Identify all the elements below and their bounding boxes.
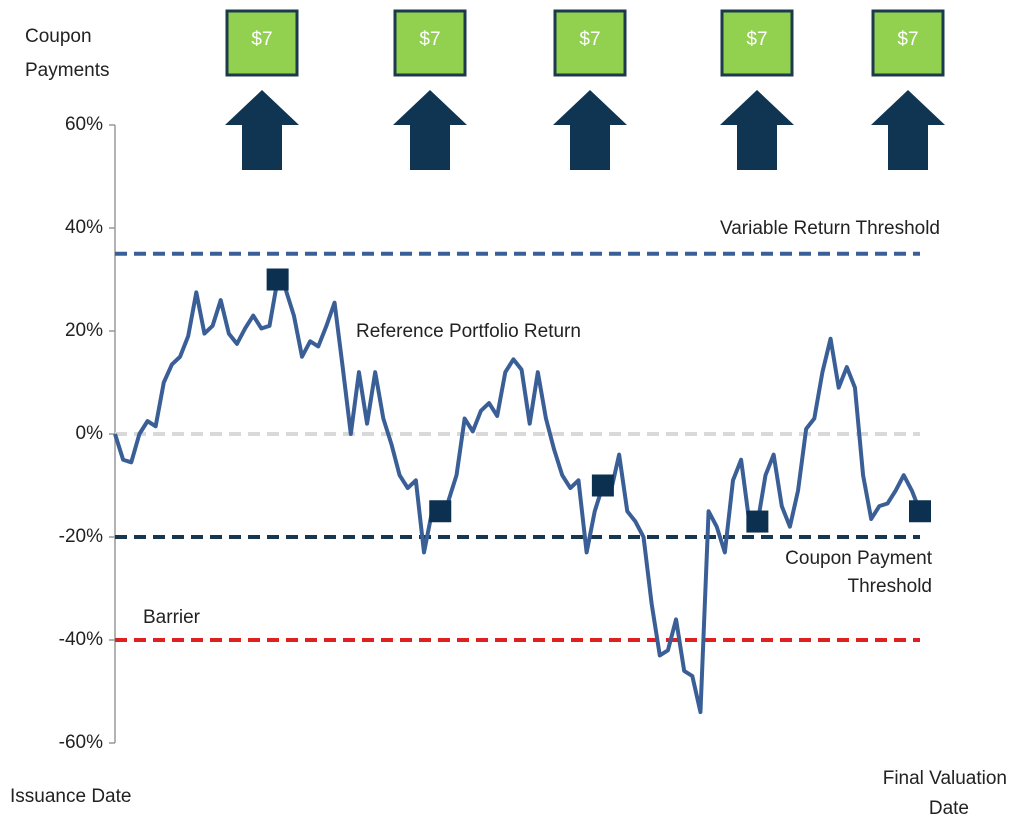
y-tick-label: 0% [76,423,104,444]
coupon-box [720,9,794,77]
y-tick-label: -60% [59,732,103,753]
observation-marker [909,500,931,523]
coupon-text: $7 [419,29,440,50]
coupon-box [871,9,945,77]
observation-marker [746,510,769,533]
y-tick-label: 60% [65,114,103,135]
coupon-arrow [553,90,627,170]
y-tick-label: 40% [65,217,103,238]
threshold-label: Barrier [143,607,201,628]
start-label: Issuance Date [10,786,131,807]
threshold-label: Threshold [848,576,933,597]
observation-marker [591,474,614,497]
y-tick-label: -20% [59,526,103,547]
coupon-text: $7 [746,29,767,50]
coupon-box [393,9,467,77]
observation-marker [266,268,289,291]
y-tick-label: 20% [65,320,103,341]
end-label: Date [929,798,969,819]
coupon-text: $7 [897,29,918,50]
coupon-text: $7 [579,29,600,50]
threshold-label: Variable Return Threshold [720,218,940,239]
coupon-text: $7 [251,29,272,50]
series-label: Reference Portfolio Return [356,321,581,342]
coupon-box [225,9,299,77]
coupon-arrow [225,90,299,170]
y-tick-label: -40% [59,629,103,650]
return-line [113,277,922,715]
coupon-arrow [720,90,794,170]
coupon-label: Coupon [25,26,92,47]
coupon-arrow [393,90,467,170]
coupon-label: Payments [25,60,109,81]
coupon-arrow [871,90,945,170]
observation-marker [429,500,452,523]
threshold-label: Coupon Payment [785,548,933,569]
coupon-box [553,9,627,77]
end-label: Final Valuation [883,768,1007,789]
